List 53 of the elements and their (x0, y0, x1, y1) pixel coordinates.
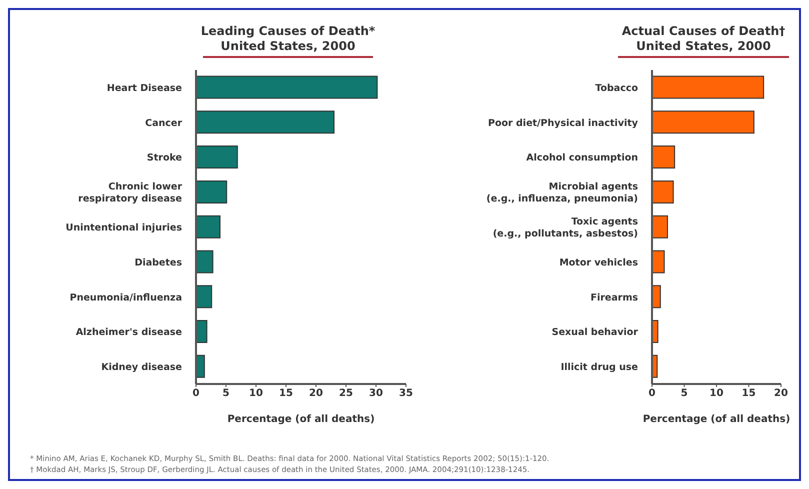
y-tick-label: Unintentional injuries (66, 222, 182, 234)
chart-subtitle: United States, 2000 (618, 38, 789, 58)
y-tick-label: Motor vehicles (559, 257, 638, 268)
bar (652, 180, 674, 204)
bar (196, 250, 214, 274)
x-tick-label: 0 (192, 388, 200, 400)
chart-title: Leading Causes of Death* (200, 24, 376, 38)
y-tick-label: Alcohol consumption (526, 152, 638, 164)
bar (196, 76, 378, 99)
y-tick-label: Stroke (146, 152, 182, 164)
x-tick-label: 15 (279, 388, 293, 400)
y-tick-label: Alzheimer's disease (76, 327, 182, 338)
chart-title: Actual Causes of Death† (620, 24, 786, 38)
y-tick-label: Illicit drug use (560, 362, 638, 374)
x-tick-label: 20 (774, 388, 788, 400)
bar (652, 76, 764, 99)
y-tick-label: Microbial agents (e.g., influenza, pneumonia) (486, 182, 638, 205)
bar (196, 354, 205, 378)
y-tick-label: Toxic agents (e.g., pollutants, asbestos) (492, 216, 638, 240)
chart-subtitle: United States, 2000 (202, 38, 374, 58)
x-tick-label: 15 (742, 388, 756, 400)
x-axis-title: Percentage (of all deaths) (642, 414, 790, 425)
bar (652, 146, 676, 169)
bar (652, 285, 661, 308)
y-tick-label: Pneumonia/influenza (70, 292, 182, 304)
x-axis-title: Percentage (of all deaths) (227, 414, 375, 425)
bar (652, 215, 668, 238)
y-tick-label: Poor diet/Physical inactivity (488, 118, 639, 129)
y-tick-label: Diabetes (134, 257, 182, 268)
y-tick-label: Firearms (590, 292, 638, 304)
bar (196, 285, 212, 308)
x-tick-label: 30 (369, 388, 383, 400)
x-tick-label: 35 (399, 388, 413, 400)
bar (196, 180, 228, 204)
y-tick-label: Heart Disease (106, 82, 182, 94)
bar (196, 215, 220, 238)
x-tick-label: 25 (339, 388, 353, 400)
y-tick-label: Sexual behavior (552, 327, 638, 338)
y-tick-label: Kidney disease (101, 362, 182, 374)
bar (652, 110, 754, 134)
x-tick-label: 10 (710, 388, 724, 400)
bar (196, 146, 238, 169)
x-tick-label: 5 (222, 388, 230, 400)
x-tick-label: 10 (249, 388, 263, 400)
bar (196, 320, 208, 343)
bar (196, 110, 334, 134)
x-tick-label: 0 (648, 388, 656, 400)
x-tick-label: 5 (680, 388, 688, 400)
y-tick-label: Cancer (145, 118, 182, 129)
y-tick-label: Chronic lower respiratory disease (78, 182, 182, 205)
bar (652, 250, 665, 274)
x-tick-label: 20 (309, 388, 323, 400)
y-tick-label: Tobacco (595, 82, 638, 94)
